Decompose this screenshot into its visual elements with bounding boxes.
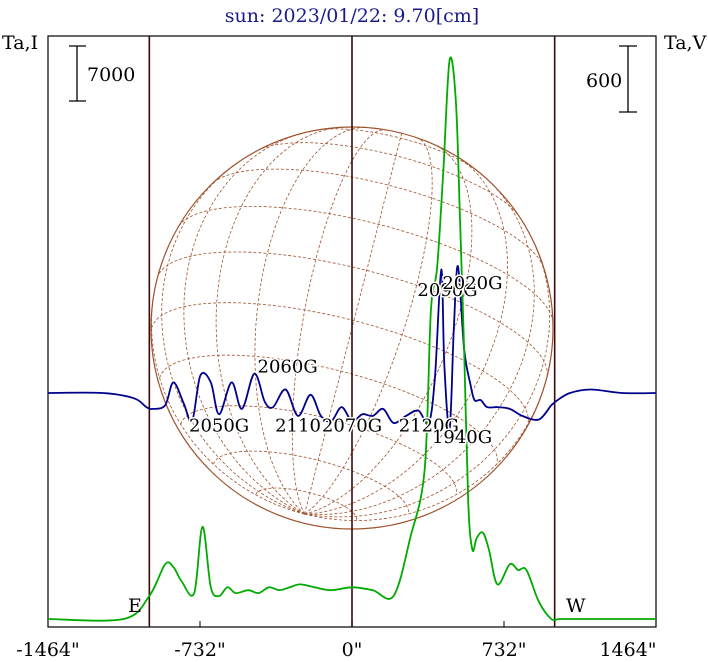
chart-title: sun: 2023/01/22: 9.70[cm] bbox=[225, 5, 479, 27]
y-axis-label-right: Ta,V bbox=[664, 32, 707, 54]
disk-longitude-line bbox=[215, 126, 344, 515]
series-lines bbox=[47, 56, 657, 622]
disk-latitude-line bbox=[213, 450, 409, 515]
disk-longitude-line bbox=[183, 132, 305, 515]
disk-latitude-line bbox=[159, 354, 498, 465]
disk-longitude-line bbox=[291, 129, 387, 515]
region-label: 2060G bbox=[258, 357, 318, 378]
region-label: 2020G bbox=[442, 273, 502, 294]
disk-latitude-line bbox=[180, 405, 457, 495]
y-axis-label-left: Ta,I bbox=[2, 32, 38, 54]
disk-longitude-line bbox=[254, 127, 367, 515]
limb-label-east: E bbox=[128, 595, 142, 617]
disk-latitude-line bbox=[315, 128, 480, 173]
plot-frame bbox=[47, 35, 657, 628]
scale-bar-right: 600 bbox=[586, 45, 637, 113]
region-label: 1940G bbox=[432, 427, 492, 448]
disk-latitude-line bbox=[260, 142, 519, 215]
disk-longitude-line bbox=[304, 155, 508, 515]
disk-longitude-line bbox=[151, 278, 305, 515]
region-label: 2090G bbox=[417, 280, 477, 301]
disk-longitude-line bbox=[304, 133, 403, 515]
disk-latitude-line bbox=[213, 168, 544, 267]
limb-label-west: W bbox=[566, 595, 586, 617]
region-label: 2110 bbox=[275, 416, 321, 437]
disk-longitude-line bbox=[161, 161, 305, 515]
disk-longitude-line bbox=[304, 137, 433, 515]
region-label: 2120G bbox=[399, 416, 459, 437]
series-line-ta-i bbox=[47, 265, 657, 430]
disk-longitude-line bbox=[304, 145, 473, 515]
scale-label-right: 600 bbox=[586, 70, 622, 92]
series-line-ta-v bbox=[47, 56, 656, 622]
region-label: 2050G bbox=[189, 416, 249, 437]
x-tick-label: -1464" bbox=[16, 639, 80, 661]
x-tick-label: 732" bbox=[481, 639, 526, 661]
disk-latitude-line bbox=[255, 487, 357, 521]
x-tick-label: 0" bbox=[342, 639, 363, 661]
scale-label-left: 7000 bbox=[87, 64, 135, 86]
region-label: 2070G bbox=[322, 416, 382, 437]
disk-longitude-line bbox=[304, 236, 551, 518]
disk-latitude-line bbox=[156, 251, 548, 378]
disk-latitude-line bbox=[151, 302, 529, 425]
disk-latitude-line bbox=[178, 206, 554, 322]
x-axis-ticks: -1464" -732" 0" 732" 1464" bbox=[16, 621, 657, 661]
scale-bar-left: 7000 bbox=[69, 45, 135, 102]
x-tick-label: 1464" bbox=[599, 639, 656, 661]
x-tick-label: -732" bbox=[174, 639, 225, 661]
